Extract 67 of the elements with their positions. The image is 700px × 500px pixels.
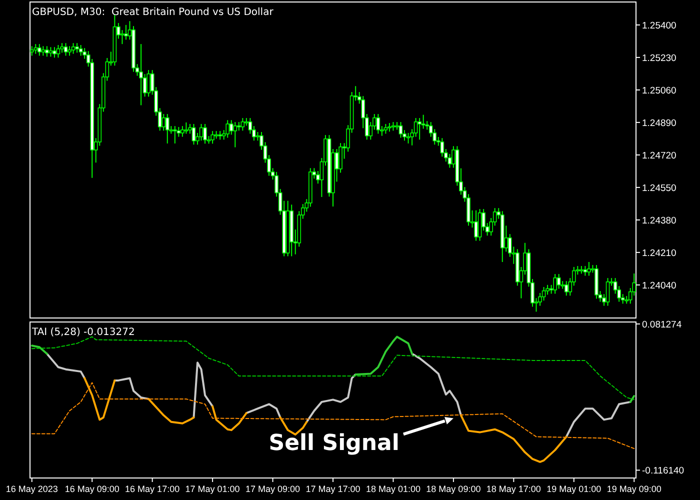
annotation: Sell Signal: [268, 431, 400, 456]
candlestick: [553, 274, 557, 294]
candlestick: [210, 130, 214, 144]
candlestick: [564, 280, 568, 296]
candlestick: [606, 278, 610, 306]
text: GBPUSD, M30: Great Britain Pound vs US Dollar: [32, 7, 274, 18]
candlestick: [587, 261, 591, 276]
x-tick-label: 18 May 01:00: [366, 484, 420, 494]
y-tick-label: 1.24890: [642, 118, 676, 129]
candlestick: [41, 46, 46, 56]
y-tick-label: 1.24550: [642, 182, 676, 194]
candlestick: [45, 46, 49, 58]
x-tick-label: 16 May 09:00: [64, 484, 120, 494]
candlestick: [233, 122, 238, 148]
candlestick: [448, 153, 452, 168]
candlestick: [199, 123, 204, 142]
y-tick-label: 1.25400: [642, 20, 676, 32]
candlestick: [173, 126, 177, 144]
candlestick: [556, 274, 561, 290]
x-tick-label: 19 May 09:00: [606, 484, 662, 494]
text: TAI (5,28) -0.013272: [31, 327, 135, 338]
candlestick: [71, 42, 76, 54]
candlestick: [139, 44, 143, 106]
x-tick-label: 17 May 17:00: [306, 484, 360, 494]
candlestick: [60, 42, 64, 54]
y-tick-label: 1.24210: [642, 248, 676, 259]
candlestick: [203, 123, 207, 144]
candlestick: [384, 123, 388, 134]
y-tick-label: 1.24040: [642, 280, 676, 292]
candlestick: [440, 138, 444, 158]
candlestick: [38, 44, 42, 56]
candlestick: [52, 46, 56, 58]
y-tick-label: -0.116140: [642, 466, 684, 477]
candlestick: [398, 122, 403, 138]
candlestick: [162, 114, 166, 132]
candlestick: [78, 44, 83, 56]
candlestick: [120, 30, 124, 45]
candlestick: [64, 42, 68, 56]
candlestick: [75, 42, 79, 54]
y-tick-label: 0.081274: [642, 319, 682, 330]
candlestick: [376, 114, 380, 134]
candlestick: [192, 123, 196, 146]
candlestick: [48, 46, 53, 58]
x-tick-label: 16 May 17:00: [125, 484, 180, 494]
candlestick: [418, 118, 422, 140]
y-tick-label: 1.25230: [642, 52, 676, 64]
x-tick-label: 17 May 09:00: [246, 484, 300, 494]
candlestick: [226, 120, 230, 138]
x-tick-label: 18 May 09:00: [426, 484, 481, 494]
candlestick: [146, 70, 150, 98]
y-tick-label: 1.24720: [642, 150, 676, 162]
x-tick-label: 16 May 2023: [6, 484, 58, 494]
candlestick: [68, 46, 72, 56]
x-tick-label: 17 May 01:00: [185, 484, 240, 494]
candlestick: [165, 114, 170, 144]
candlestick: [583, 266, 588, 276]
candlestick: [56, 44, 60, 58]
candlestick: [124, 24, 128, 40]
y-tick-label: 1.25060: [642, 85, 676, 96]
candlestick: [180, 126, 184, 138]
x-tick-label: 19 May 01:00: [546, 484, 602, 494]
candlestick: [184, 122, 188, 134]
x-tick-label: 18 May 17:00: [486, 484, 541, 494]
candlestick: [474, 210, 478, 242]
candlestick: [34, 44, 38, 54]
candlestick: [240, 118, 245, 132]
y-tick-label: 1.24380: [642, 215, 676, 226]
